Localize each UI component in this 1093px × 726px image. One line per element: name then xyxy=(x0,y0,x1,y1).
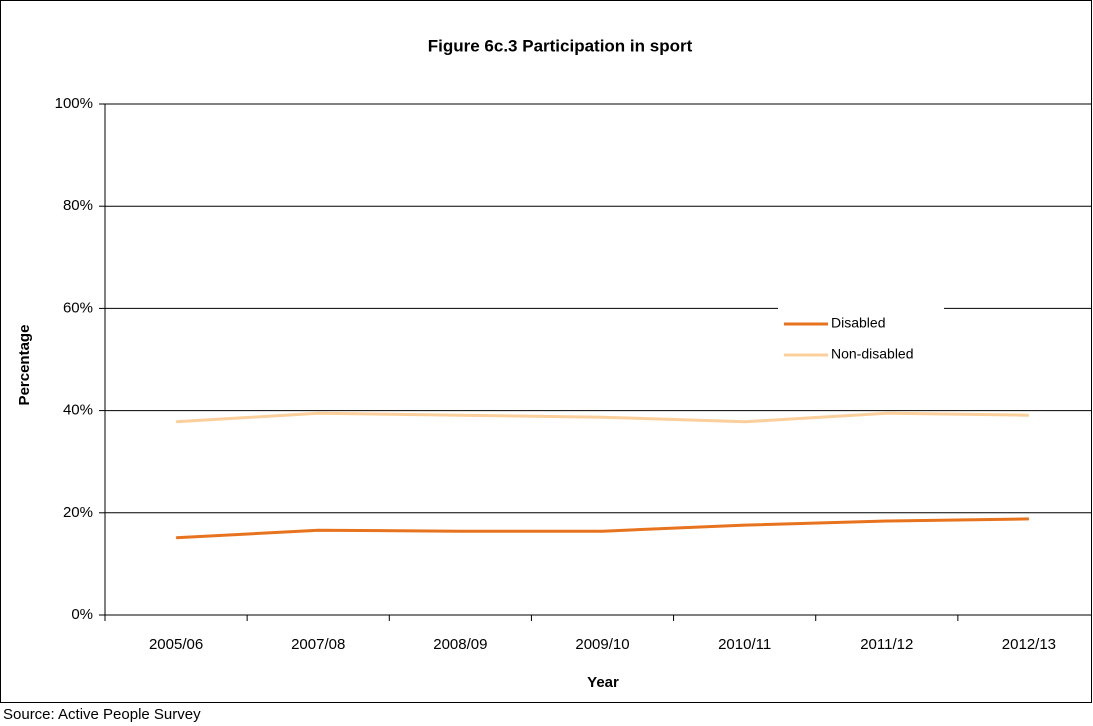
legend-label: Non-disabled xyxy=(831,346,914,362)
y-tick-label: 0% xyxy=(71,606,93,623)
y-tick-label: 100% xyxy=(55,95,93,112)
x-tick-label: 2009/10 xyxy=(575,636,629,653)
y-tick-label: 40% xyxy=(63,402,93,419)
x-tick-label: 2005/06 xyxy=(149,636,203,653)
x-tick-label: 2007/08 xyxy=(291,636,345,653)
x-tick-label: 2010/11 xyxy=(718,636,771,653)
x-tick-label: 2008/09 xyxy=(433,636,487,653)
x-tick-label: 2011/12 xyxy=(860,636,913,653)
x-tick-label: 2012/13 xyxy=(1002,636,1056,653)
legend-label: Disabled xyxy=(831,315,885,331)
series-line xyxy=(176,517,1029,540)
series-line xyxy=(176,411,1029,424)
chart-title: Figure 6c.3 Participation in sport xyxy=(428,36,693,55)
source-note: Source: Active People Survey xyxy=(3,706,201,723)
y-tick-label: 60% xyxy=(63,299,93,316)
x-axis-label: Year xyxy=(587,674,619,691)
y-axis-label: Percentage xyxy=(16,325,33,406)
y-tick-label: 80% xyxy=(63,197,93,214)
legend-box xyxy=(778,300,944,380)
y-tick-label: 20% xyxy=(63,504,93,521)
